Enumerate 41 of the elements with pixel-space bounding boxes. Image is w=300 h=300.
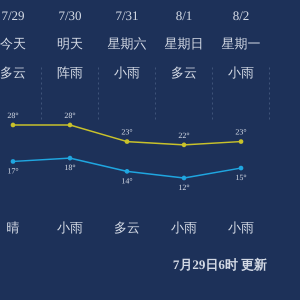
text: 星期一 (222, 36, 260, 51)
data-label: 18° (64, 163, 76, 172)
text: 星期日 (164, 36, 204, 51)
text: 星期六 (108, 36, 146, 51)
data-label: 28° (7, 111, 19, 120)
point (68, 156, 72, 160)
x-tick-label: 7/31 (115, 8, 139, 23)
point (182, 142, 186, 148)
point (10, 122, 16, 128)
point (182, 176, 186, 180)
x-tick-label: 8/1 (176, 8, 192, 23)
point (124, 139, 130, 144)
data-label: 15° (235, 173, 247, 182)
x-tick-label: 7/30 (58, 8, 82, 23)
text: 阵雨 (57, 65, 83, 80)
text: 多云 (0, 65, 26, 80)
point (124, 169, 130, 174)
point (10, 159, 16, 164)
point (68, 122, 72, 128)
x-tick-label: 8/2 (232, 8, 250, 23)
data-label: 17° (7, 166, 19, 176)
text: 小雨 (114, 65, 140, 80)
data-label: 23° (121, 128, 133, 137)
text: 晴 (6, 220, 20, 235)
x-tick-label: 7/29 (1, 8, 25, 23)
text: 今天 (0, 36, 26, 51)
point (238, 139, 244, 144)
text: 7月29日6时 更新 (172, 257, 268, 272)
text: 多云 (114, 220, 140, 235)
data-label: 14° (121, 176, 133, 186)
text: 小雨 (171, 220, 197, 235)
text: 小雨 (228, 220, 254, 235)
text: 小雨 (57, 220, 83, 235)
text: 明天 (57, 36, 83, 51)
data-label: 12° (178, 183, 190, 192)
data-label: 23° (235, 128, 247, 137)
data-label: 28° (64, 111, 76, 120)
data-label: 22° (178, 130, 190, 140)
point (238, 166, 244, 170)
text: 小雨 (228, 65, 254, 80)
text: 多云 (171, 65, 197, 80)
